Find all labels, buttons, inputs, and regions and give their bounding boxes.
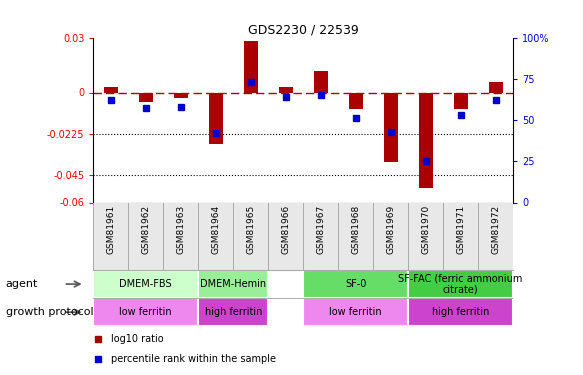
Text: DMEM-Hemin: DMEM-Hemin xyxy=(200,279,266,289)
Text: high ferritin: high ferritin xyxy=(432,307,489,317)
Text: SF-0: SF-0 xyxy=(345,279,366,289)
Bar xyxy=(408,298,513,326)
Text: GSM81964: GSM81964 xyxy=(211,204,220,254)
Text: GSM81963: GSM81963 xyxy=(176,204,185,254)
Text: high ferritin: high ferritin xyxy=(205,307,262,317)
Text: low ferritin: low ferritin xyxy=(120,307,172,317)
Text: agent: agent xyxy=(6,279,38,289)
Bar xyxy=(104,87,118,93)
Text: percentile rank within the sample: percentile rank within the sample xyxy=(111,354,276,364)
Bar xyxy=(454,93,468,109)
Text: GSM81965: GSM81965 xyxy=(246,204,255,254)
Bar xyxy=(349,93,363,109)
Text: GSM81970: GSM81970 xyxy=(421,204,430,254)
Bar xyxy=(408,270,513,298)
Text: GSM81972: GSM81972 xyxy=(491,204,500,254)
Bar xyxy=(303,298,408,326)
Bar xyxy=(279,87,293,93)
Text: growth protocol: growth protocol xyxy=(6,307,93,317)
Bar xyxy=(93,202,128,270)
Bar xyxy=(174,93,188,98)
Bar xyxy=(128,202,163,270)
Bar xyxy=(373,202,408,270)
Bar xyxy=(478,202,513,270)
Bar xyxy=(198,298,268,326)
Bar xyxy=(489,81,503,93)
Bar xyxy=(268,202,303,270)
Bar xyxy=(163,202,198,270)
Text: GSM81969: GSM81969 xyxy=(386,204,395,254)
Text: GSM81961: GSM81961 xyxy=(106,204,115,254)
Bar xyxy=(384,93,398,162)
Text: SF-FAC (ferric ammonium
citrate): SF-FAC (ferric ammonium citrate) xyxy=(398,273,523,295)
Bar xyxy=(303,202,338,270)
Text: GSM81962: GSM81962 xyxy=(141,204,150,254)
Bar xyxy=(338,202,373,270)
Text: GSM81968: GSM81968 xyxy=(351,204,360,254)
Text: low ferritin: low ferritin xyxy=(329,307,382,317)
Bar xyxy=(139,93,153,102)
Bar xyxy=(209,93,223,144)
Bar xyxy=(198,270,268,298)
Bar xyxy=(244,41,258,93)
Bar xyxy=(419,93,433,188)
Title: GDS2230 / 22539: GDS2230 / 22539 xyxy=(248,23,359,36)
Text: GSM81971: GSM81971 xyxy=(456,204,465,254)
Text: GSM81966: GSM81966 xyxy=(281,204,290,254)
Bar xyxy=(314,70,328,93)
Bar xyxy=(303,270,408,298)
Bar xyxy=(198,202,233,270)
Text: log10 ratio: log10 ratio xyxy=(111,334,164,344)
Bar xyxy=(93,298,198,326)
Bar xyxy=(93,270,198,298)
Bar xyxy=(233,202,268,270)
Bar xyxy=(408,202,443,270)
Text: DMEM-FBS: DMEM-FBS xyxy=(120,279,172,289)
Text: GSM81967: GSM81967 xyxy=(316,204,325,254)
Bar xyxy=(443,202,478,270)
